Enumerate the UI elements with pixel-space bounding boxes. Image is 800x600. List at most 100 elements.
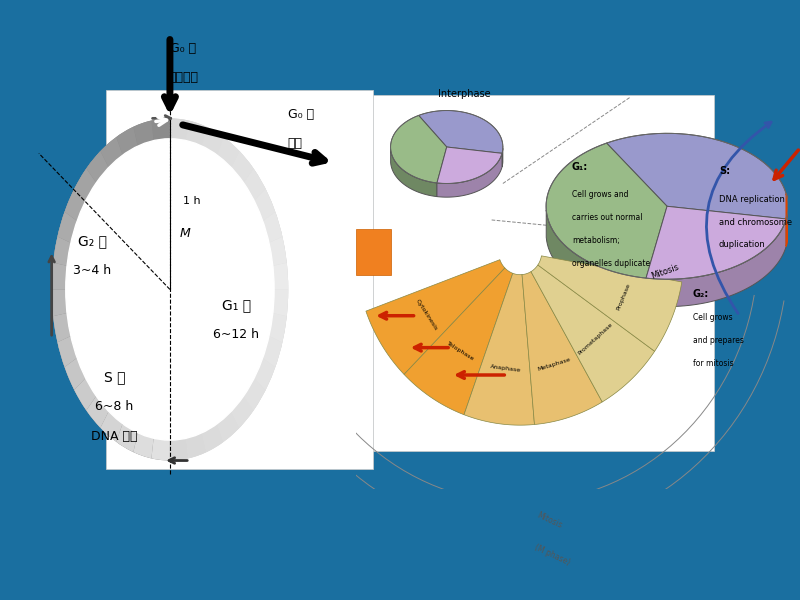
Polygon shape [356, 229, 390, 275]
Wedge shape [86, 151, 109, 184]
Wedge shape [254, 189, 275, 221]
Wedge shape [243, 169, 266, 202]
Polygon shape [464, 274, 534, 425]
Text: carries out normal: carries out normal [572, 213, 642, 222]
Polygon shape [786, 194, 788, 247]
Text: 3~4 h: 3~4 h [74, 263, 111, 277]
Wedge shape [170, 118, 288, 461]
Wedge shape [74, 169, 97, 202]
Wedge shape [134, 121, 154, 147]
Text: G₁:: G₁: [572, 162, 588, 172]
Wedge shape [186, 432, 206, 458]
Text: 6~8 h: 6~8 h [95, 400, 134, 413]
Text: 重新激活: 重新激活 [168, 71, 198, 84]
FancyBboxPatch shape [106, 91, 373, 469]
Wedge shape [116, 127, 138, 156]
Wedge shape [101, 137, 123, 169]
Polygon shape [502, 148, 503, 167]
Polygon shape [390, 115, 446, 183]
Polygon shape [646, 206, 786, 279]
Wedge shape [58, 335, 78, 367]
Text: DNA 合成: DNA 合成 [91, 430, 138, 443]
Wedge shape [65, 189, 86, 221]
Wedge shape [272, 263, 288, 289]
Wedge shape [52, 118, 170, 461]
Text: Prometaphase: Prometaphase [577, 322, 614, 356]
Wedge shape [230, 151, 254, 184]
Text: Telophase: Telophase [446, 341, 475, 362]
Polygon shape [366, 260, 505, 374]
Wedge shape [262, 335, 282, 367]
Wedge shape [243, 377, 266, 410]
Wedge shape [262, 212, 282, 243]
Wedge shape [151, 437, 170, 461]
Wedge shape [254, 358, 275, 390]
Wedge shape [268, 313, 286, 343]
Text: G₀ 期: G₀ 期 [170, 41, 197, 55]
Wedge shape [202, 127, 224, 156]
Polygon shape [786, 209, 788, 247]
Text: G₂ 期: G₂ 期 [78, 235, 107, 248]
Text: Mitosis: Mitosis [535, 511, 563, 530]
Polygon shape [531, 265, 654, 402]
Wedge shape [151, 118, 170, 142]
Circle shape [67, 141, 272, 437]
Wedge shape [52, 289, 68, 316]
Wedge shape [53, 236, 71, 266]
Wedge shape [101, 410, 123, 442]
Wedge shape [134, 432, 154, 458]
Text: Cell grows and: Cell grows and [572, 190, 629, 199]
Wedge shape [58, 212, 78, 243]
Polygon shape [538, 256, 682, 351]
Polygon shape [546, 143, 667, 278]
Text: G₂:: G₂: [693, 289, 710, 299]
Wedge shape [116, 423, 138, 452]
Polygon shape [418, 110, 503, 154]
Wedge shape [52, 263, 68, 289]
Text: metabolism;: metabolism; [572, 236, 620, 245]
Polygon shape [522, 272, 602, 425]
Text: (M phase): (M phase) [533, 542, 571, 567]
Polygon shape [606, 133, 788, 219]
Wedge shape [268, 236, 286, 266]
Wedge shape [217, 137, 239, 169]
Text: Cytokinesis: Cytokinesis [414, 299, 438, 332]
Text: Interphase: Interphase [438, 89, 490, 99]
Circle shape [66, 139, 274, 440]
Text: Anaphase: Anaphase [490, 364, 522, 373]
Wedge shape [217, 410, 239, 442]
Text: organelles duplicate: organelles duplicate [572, 259, 650, 268]
Wedge shape [202, 423, 224, 452]
Text: 退化: 退化 [287, 137, 302, 150]
Circle shape [52, 119, 287, 460]
Text: and chromosome: and chromosome [719, 218, 792, 227]
Polygon shape [404, 268, 513, 415]
Polygon shape [437, 147, 502, 184]
Text: Metaphase: Metaphase [537, 356, 571, 371]
Wedge shape [74, 377, 97, 410]
Text: 6~12 h: 6~12 h [214, 328, 259, 341]
Wedge shape [230, 395, 254, 428]
Wedge shape [272, 289, 288, 316]
Polygon shape [546, 210, 646, 305]
Polygon shape [390, 149, 437, 197]
Text: M: M [180, 227, 190, 240]
Text: S:: S: [719, 166, 730, 176]
Wedge shape [170, 437, 189, 461]
Text: G₁ 期: G₁ 期 [222, 298, 251, 313]
FancyBboxPatch shape [373, 95, 714, 451]
Text: duplication: duplication [719, 241, 766, 250]
Text: 1 h: 1 h [183, 196, 201, 206]
Text: Prophase: Prophase [615, 283, 631, 311]
Text: S 期: S 期 [104, 371, 126, 385]
Wedge shape [186, 121, 206, 147]
Text: Cell grows: Cell grows [693, 313, 733, 322]
Wedge shape [170, 118, 189, 142]
Text: DNA replication: DNA replication [719, 195, 785, 204]
Text: for mitosis: for mitosis [693, 359, 734, 368]
Text: G₀ 期: G₀ 期 [287, 108, 314, 121]
Wedge shape [86, 395, 109, 428]
Polygon shape [646, 219, 786, 307]
Polygon shape [437, 154, 502, 197]
Text: Mitosis: Mitosis [650, 263, 680, 281]
